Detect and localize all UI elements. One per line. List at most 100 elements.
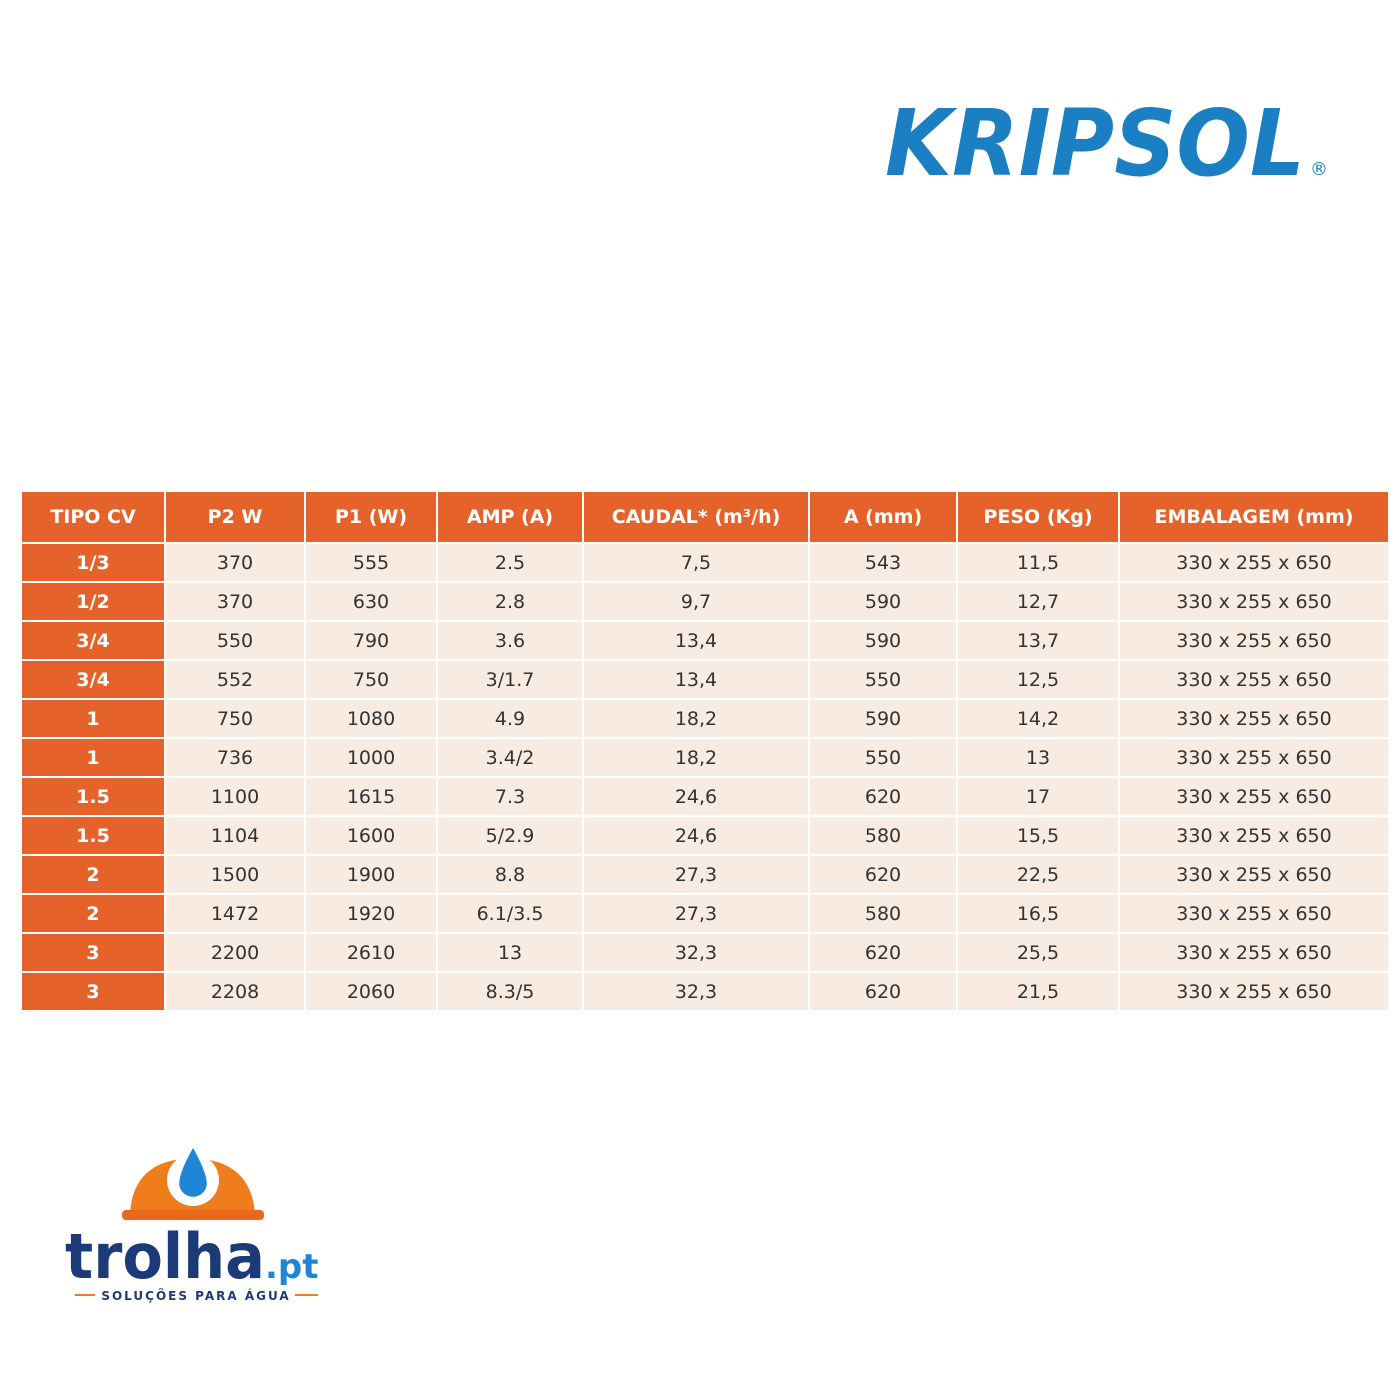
table-cell: 22,5 [956,854,1120,895]
table-cell: 543 [808,542,958,583]
table-cell: 1104 [164,815,306,856]
table-cell: 27,3 [582,893,810,934]
table-row: 1 736 1000 3.4/2 18,2 550 13 330 x 255 x 650 [20,737,1390,778]
table-cell: 620 [808,854,958,895]
table-row: 3/4 550 790 3.6 13,4 590 13,7 330 x 255 x 650 [20,620,1390,661]
column-header: TIPO CV [20,490,166,544]
table-cell: 330 x 255 x 650 [1118,932,1390,973]
logo-name: trolha [65,1220,265,1293]
table-cell: 550 [808,659,958,700]
kripsol-logo: KRIPSOL ® [885,90,1328,197]
table-cell: 2.8 [436,581,584,622]
table-cell: 24,6 [582,776,810,817]
table-cell: 330 x 255 x 650 [1118,971,1390,1012]
table-row: 1/2 370 630 2.8 9,7 590 12,7 330 x 255 x 650 [20,581,1390,622]
table-cell: 1615 [304,776,438,817]
row-label: 1/3 [20,542,166,583]
brand-name: KRIPSOL [885,90,1305,197]
table-cell: 8.3/5 [436,971,584,1012]
water-drop [179,1148,207,1197]
table-cell: 8.8 [436,854,584,895]
table-cell: 550 [164,620,306,661]
table-cell: 32,3 [582,932,810,973]
table-cell: 21,5 [956,971,1120,1012]
table-cell: 620 [808,932,958,973]
table-cell: 2.5 [436,542,584,583]
row-label: 1/2 [20,581,166,622]
table-cell: 1100 [164,776,306,817]
table-cell: 590 [808,698,958,739]
table-cell: 7.3 [436,776,584,817]
table-cell: 370 [164,581,306,622]
table-cell: 330 x 255 x 650 [1118,581,1390,622]
table-cell: 2610 [304,932,438,973]
table-cell: 7,5 [582,542,810,583]
table-cell: 1472 [164,893,306,934]
table-cell: 18,2 [582,698,810,739]
table-cell: 3/1.7 [436,659,584,700]
row-label: 1.5 [20,776,166,817]
table-cell: 550 [808,737,958,778]
table-row: 1 750 1080 4.9 18,2 590 14,2 330 x 255 x 650 [20,698,1390,739]
table-cell: 6.1/3.5 [436,893,584,934]
header-row: TIPO CV P2 W P1 (W) AMP (A) CAUDAL* (m³/h) A … [20,490,1390,544]
table-cell: 330 x 255 x 650 [1118,854,1390,895]
brand-mark: ® [1310,159,1328,180]
row-label: 3 [20,971,166,1012]
table-cell: 630 [304,581,438,622]
table-cell: 13,7 [956,620,1120,661]
table-cell: 330 x 255 x 650 [1118,893,1390,934]
table-cell: 32,3 [582,971,810,1012]
table-row: 1/3 370 555 2.5 7,5 543 11,5 330 x 255 x 650 [20,542,1390,583]
table-cell: 11,5 [956,542,1120,583]
table-cell: 1080 [304,698,438,739]
table-cell: 5/2.9 [436,815,584,856]
table-body: 1/3 370 555 2.5 7,5 543 11,5 330 x 255 x 650 1/2… [20,542,1390,1012]
table-cell: 620 [808,971,958,1012]
table-cell: 27,3 [582,854,810,895]
table-cell: 1000 [304,737,438,778]
table-row: 1.5 1104 1600 5/2.9 24,6 580 15,5 330 x 255 x 6… [20,815,1390,856]
table-cell: 2200 [164,932,306,973]
row-label: 3/4 [20,659,166,700]
row-label: 2 [20,893,166,934]
table-cell: 330 x 255 x 650 [1118,659,1390,700]
helmet-brim [122,1210,264,1220]
table-cell: 620 [808,776,958,817]
table-cell: 1920 [304,893,438,934]
row-label: 3 [20,932,166,973]
row-label: 3/4 [20,620,166,661]
table-cell: 1500 [164,854,306,895]
row-label: 1 [20,737,166,778]
column-header: PESO (Kg) [956,490,1120,544]
column-header: P2 W [164,490,306,544]
table-cell: 13,4 [582,620,810,661]
table-cell: 16,5 [956,893,1120,934]
table-cell: 13 [956,737,1120,778]
table-cell: 750 [164,698,306,739]
column-header: EMBALAGEM (mm) [1118,490,1390,544]
trolha-logo: trolha .pt SOLUÇÕES PARA ÁGUA [65,1148,319,1303]
table-cell: 370 [164,542,306,583]
table-cell: 555 [304,542,438,583]
table-cell: 750 [304,659,438,700]
logo-domain: .pt [265,1247,319,1287]
table-cell: 552 [164,659,306,700]
table-cell: 13,4 [582,659,810,700]
table-cell: 330 x 255 x 650 [1118,620,1390,661]
table-cell: 9,7 [582,581,810,622]
table-cell: 330 x 255 x 650 [1118,542,1390,583]
table-cell: 330 x 255 x 650 [1118,698,1390,739]
column-header: A (mm) [808,490,958,544]
spec-table: TIPO CV P2 W P1 (W) AMP (A) CAUDAL* (m³/h) A … [20,490,1390,1012]
table-cell: 736 [164,737,306,778]
row-label: 2 [20,854,166,895]
column-header: CAUDAL* (m³/h) [582,490,810,544]
table-cell: 24,6 [582,815,810,856]
table-cell: 18,2 [582,737,810,778]
table-cell: 1900 [304,854,438,895]
table-row: 2 1500 1900 8.8 27,3 620 22,5 330 x 255 x 650 [20,854,1390,895]
table-cell: 590 [808,620,958,661]
table-row: 3/4 552 750 3/1.7 13,4 550 12,5 330 x 255 x 650 [20,659,1390,700]
